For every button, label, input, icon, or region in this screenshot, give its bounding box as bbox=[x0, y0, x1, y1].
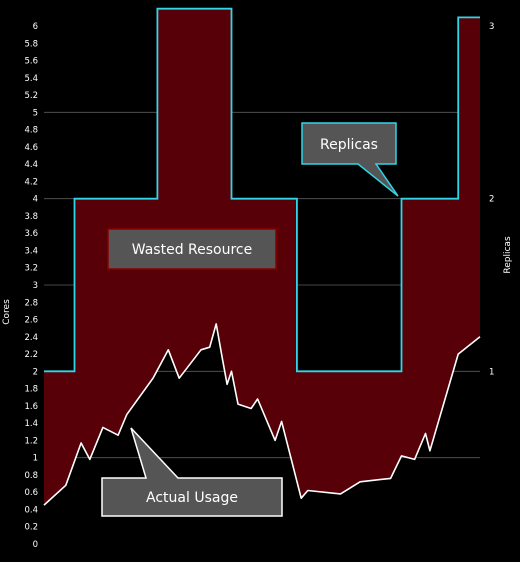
y-tick-label: 1.8 bbox=[24, 385, 38, 395]
replicas-callout: Replicas bbox=[301, 122, 399, 197]
replicas-label: Replicas bbox=[320, 137, 378, 153]
y-tick-label: 1.4 bbox=[24, 419, 38, 429]
y-tick-label: 3.4 bbox=[24, 246, 38, 256]
actual-usage-callout: Actual Usage bbox=[101, 427, 283, 517]
y-tick-label: 2 bbox=[33, 367, 38, 377]
y-tick-label: 2.2 bbox=[24, 350, 38, 360]
y-tick-label: 4.2 bbox=[24, 177, 38, 187]
y-tick-label: 3 bbox=[33, 281, 38, 291]
replicas-line bbox=[44, 7, 480, 373]
wasted-resource-callout: Wasted Resource bbox=[107, 228, 277, 270]
y2-tick-label: 3 bbox=[489, 22, 494, 32]
y-tick-label: 2.6 bbox=[24, 316, 38, 326]
y-tick-label: 4.4 bbox=[24, 160, 38, 170]
y-tick-label: 3.2 bbox=[24, 264, 38, 274]
y-tick-label: 4 bbox=[33, 195, 38, 205]
y-tick-label: 0.6 bbox=[24, 488, 38, 498]
y-tick-label: 1 bbox=[33, 454, 38, 464]
y-axis-title: Cores bbox=[2, 299, 12, 325]
y-tick-label: 3.6 bbox=[24, 229, 38, 239]
y-tick-label: 1.2 bbox=[24, 436, 38, 446]
y-tick-label: 3.8 bbox=[24, 212, 38, 222]
y-tick-label: 0.8 bbox=[24, 471, 38, 481]
actual-usage-label: Actual Usage bbox=[146, 490, 238, 506]
y-tick-label: 2.4 bbox=[24, 333, 38, 343]
y2-tick-label: 1 bbox=[489, 367, 494, 377]
y2-axis-title: Replicas bbox=[503, 236, 513, 274]
y-tick-label: 2.8 bbox=[24, 298, 38, 308]
y-tick-label: 0.4 bbox=[24, 505, 38, 515]
y-tick-label: 5.6 bbox=[24, 57, 38, 67]
y-tick-label: 1.6 bbox=[24, 402, 38, 412]
y-tick-label: 0.2 bbox=[24, 523, 38, 533]
y2-axis-ticks: 1 2 3 bbox=[489, 22, 494, 377]
y-tick-label: 4.6 bbox=[24, 143, 38, 153]
y-tick-label: 6 bbox=[33, 22, 38, 32]
y-tick-label: 5 bbox=[33, 108, 38, 118]
y-tick-label: 5.2 bbox=[24, 91, 38, 101]
y2-tick-label: 2 bbox=[489, 195, 494, 205]
y-tick-label: 5.8 bbox=[24, 39, 38, 49]
y-tick-label: 5.4 bbox=[24, 74, 38, 84]
y-tick-label: 0 bbox=[33, 540, 38, 550]
y-axis-ticks: 0 0.2 0.4 0.6 0.8 1 1.2 1.4 1.6 1.8 2 2.2 2.4 2.6 2.8 3… bbox=[24, 22, 38, 550]
wasted-resource-label: Wasted Resource bbox=[132, 242, 252, 258]
y-tick-label: 4.8 bbox=[24, 126, 38, 136]
actual-usage-line bbox=[43, 323, 481, 506]
